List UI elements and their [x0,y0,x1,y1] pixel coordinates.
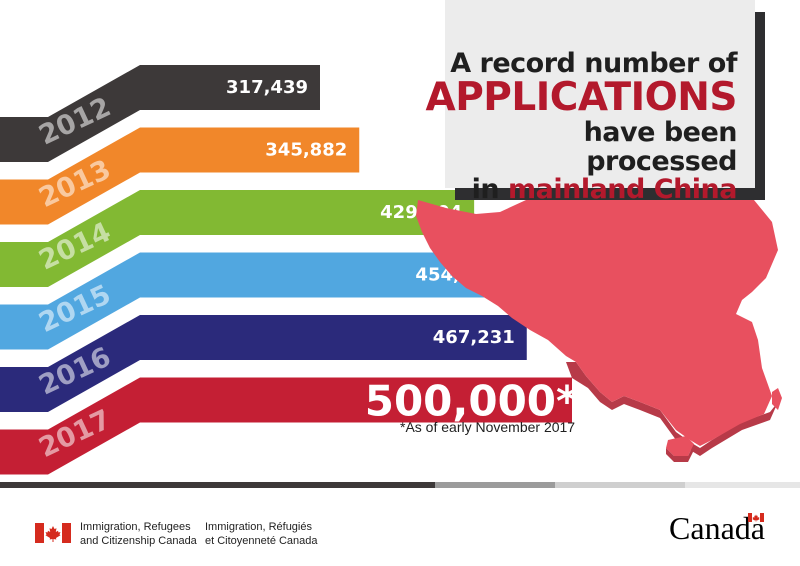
department-name-fr-1: Immigration, Réfugiés [205,521,312,533]
title-line-4: in mainland China [426,173,738,205]
bar-2016 [0,315,527,412]
footnote: *As of early November 2017 [400,419,576,435]
footer-rule-seg-1 [0,482,435,488]
department-name-fr: Immigration, Réfugiés et Citoyenneté Can… [205,520,345,548]
title-line-2: APPLICATIONS [425,75,738,121]
bar-2015 [0,252,510,350]
bar-2012 [0,65,320,162]
footer-rule-seg-3 [555,482,685,488]
footer: Immigration, Refugees and Citizenship Ca… [0,488,800,566]
title-line-4-highlight: mainland China [508,173,738,205]
hainan-island [666,436,694,456]
title-line-1: A record number of [450,48,737,79]
taiwan-island [772,388,782,410]
chart-title: A record number of APPLICATIONS have bee… [425,48,738,205]
canada-flag-icon [35,523,71,543]
department-name-en-1: Immigration, Refugees [80,521,191,533]
title-line-3: have been processed [583,117,738,177]
bar-value-label: 345,882 [265,140,347,161]
bar-2014 [0,190,475,287]
bar-2017 [0,377,572,475]
china-map-side [420,176,782,456]
footer-rule [0,482,800,488]
wordmark-flag-icon [748,513,764,522]
china-map-top [416,160,778,446]
department-name-fr-2: et Citoyenneté Canada [205,535,318,547]
bar-2013 [0,127,360,225]
bar-value-label: 500,000* [365,377,578,426]
title-box: A record number of APPLICATIONS have bee… [426,0,755,204]
bar-value-label: 467,231 [433,327,515,348]
department-name-en-2: and Citizenship Canada [80,535,197,547]
title-line-4-prefix: in [471,173,500,205]
bar-value-label: 317,439 [226,77,308,98]
department-name-en: Immigration, Refugees and Citizenship Ca… [80,520,205,548]
footer-rule-seg-4 [685,482,800,488]
footer-rule-seg-2 [435,482,555,488]
hainan-side [666,444,694,462]
